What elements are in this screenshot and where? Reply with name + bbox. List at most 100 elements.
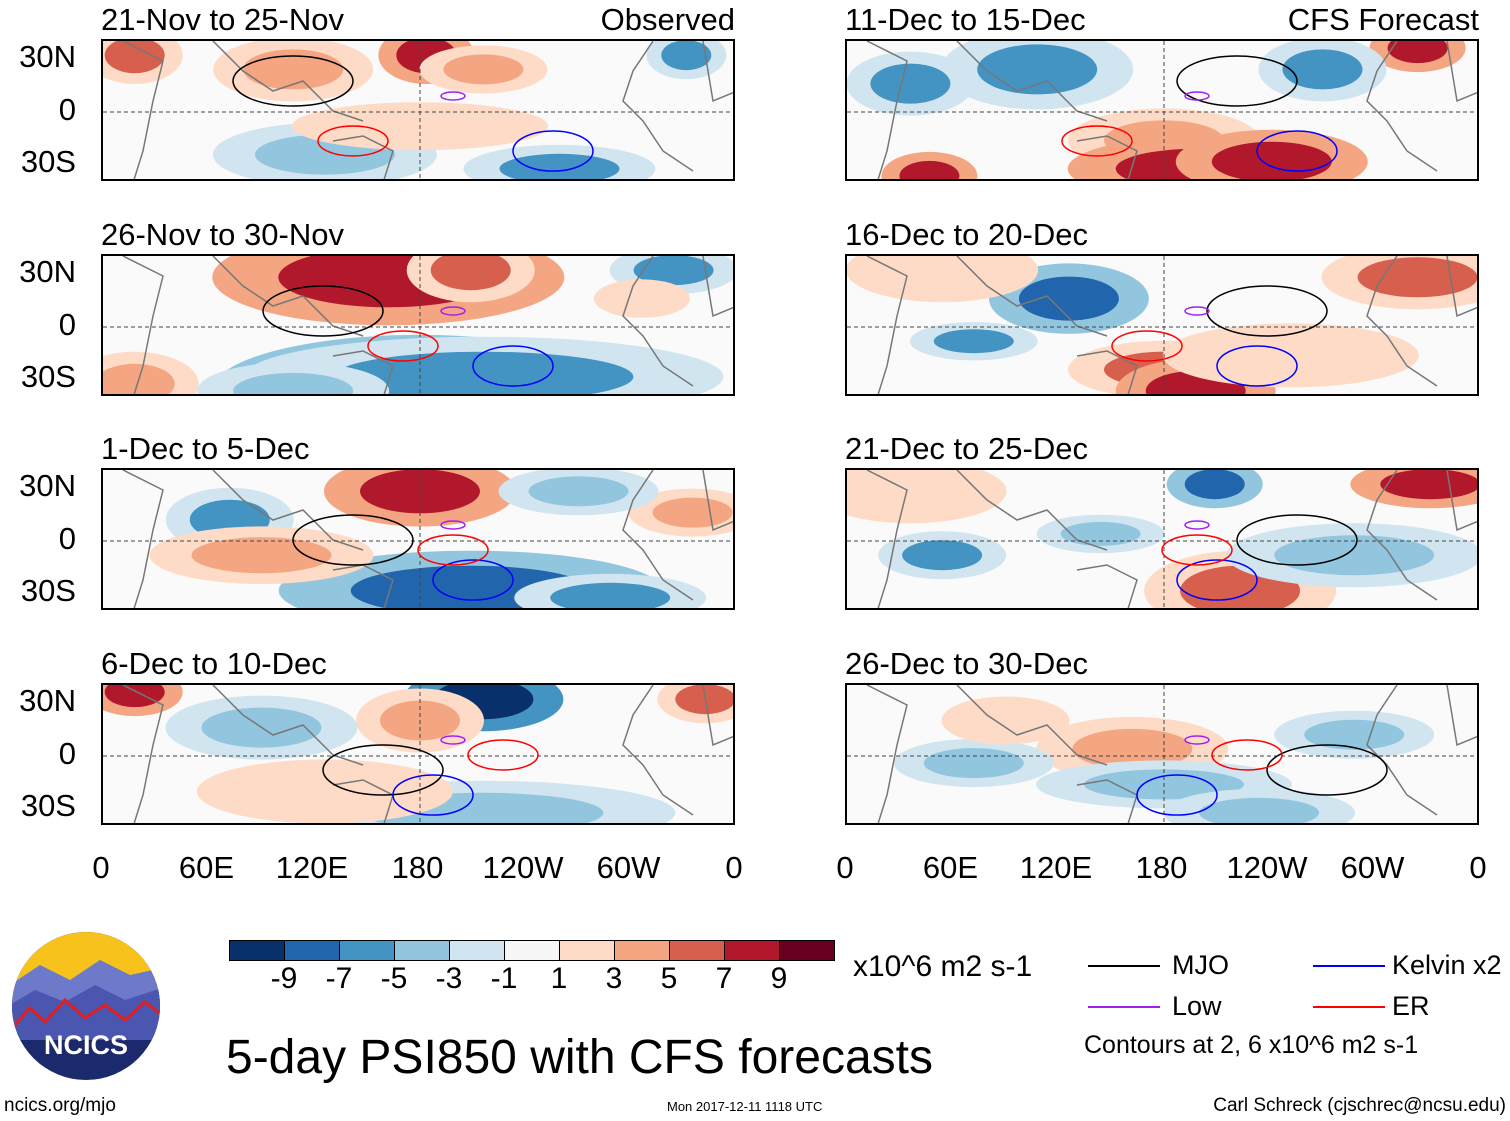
low-contour (1184, 735, 1210, 745)
colorbar-swatch (284, 940, 340, 961)
coastline (866, 470, 1477, 608)
map-canvas (103, 41, 733, 179)
coastline (866, 256, 1477, 394)
lon-label: 120W (1226, 850, 1308, 885)
kelvin-contour (512, 130, 594, 172)
kelvin-contour (392, 774, 474, 816)
lon-label: 120E (275, 850, 349, 885)
map-panel (101, 468, 735, 610)
legend-mjo-line (1088, 965, 1160, 967)
colorbar-label: -7 (325, 962, 353, 995)
anomaly-blob (923, 748, 1024, 779)
colorbar-swatch (504, 940, 560, 961)
lat-label: 30S (20, 359, 76, 394)
anomaly-blob (633, 256, 714, 286)
low-contour (440, 306, 466, 316)
anomaly-blob (882, 256, 1003, 291)
anomaly-blob (1380, 470, 1477, 500)
coastline (122, 41, 733, 179)
colorbar-swatch (339, 940, 395, 961)
anomaly-blob (652, 497, 733, 528)
map-panel (101, 683, 735, 825)
anomaly-blob (430, 256, 511, 291)
anomaly-blob (977, 44, 1098, 95)
svg-text:NCICS: NCICS (44, 1030, 128, 1060)
legend-er-line (1313, 1006, 1385, 1008)
coastline (122, 685, 733, 823)
colorbar-label: -1 (490, 962, 518, 995)
anomaly-blob (243, 49, 344, 90)
lat-label: 0 (58, 92, 76, 127)
panel-title: 21-Dec to 25-Dec (845, 431, 1088, 466)
legend-er-label: ER (1392, 991, 1430, 1021)
panel-tag: CFS Forecast (1287, 2, 1479, 37)
colorbar-swatch (229, 940, 285, 961)
legend-mjo-label: MJO (1172, 950, 1229, 980)
mjo-contour (1266, 744, 1388, 796)
er-contour (367, 330, 439, 362)
colorbar-swatch (724, 940, 780, 961)
lon-label: 120W (482, 850, 564, 885)
colorbar-label: 3 (605, 962, 623, 995)
anomaly-blob (1060, 521, 1141, 546)
site-link[interactable]: ncics.org/mjo (4, 1095, 116, 1116)
lon-label: 0 (1469, 850, 1487, 885)
map-panel (845, 683, 1479, 825)
lon-label: 0 (836, 850, 854, 885)
colorbar-swatch (449, 940, 505, 961)
colorbar-label: -9 (270, 962, 298, 995)
anomaly-blob (1282, 49, 1363, 90)
map-canvas (847, 470, 1477, 608)
map-canvas (103, 470, 733, 608)
contour-note: Contours at 2, 6 x10^6 m2 s-1 (1084, 1031, 1419, 1059)
er-contour (1111, 330, 1183, 362)
anomaly-blob (233, 372, 354, 394)
lat-label: 0 (58, 521, 76, 556)
mjo-contour (1206, 285, 1328, 337)
panel-title: 26-Dec to 30-Dec (845, 646, 1088, 681)
lat-label: 30N (19, 683, 76, 718)
low-contour (440, 735, 466, 745)
map-panel (101, 254, 735, 396)
anomaly-blob (1274, 535, 1435, 576)
colorbar-swatch (559, 940, 615, 961)
panel-tag: Observed (600, 2, 735, 37)
colorbar-swatch (394, 940, 450, 961)
er-contour (467, 739, 539, 771)
anomaly-blob (1018, 276, 1119, 321)
colorbar-label: -3 (435, 962, 463, 995)
colorbar-label: -5 (380, 962, 408, 995)
mjo-contour (292, 514, 414, 566)
low-contour (1184, 520, 1210, 530)
map-canvas (103, 685, 733, 823)
anomaly-blob (1357, 257, 1477, 298)
er-contour (1061, 125, 1133, 157)
kelvin-contour (1256, 130, 1338, 172)
panel-title: 26-Nov to 30-Nov (101, 217, 344, 252)
lon-label: 60W (1340, 850, 1405, 885)
lat-label: 30S (20, 788, 76, 823)
colorbar-label: 1 (550, 962, 568, 995)
mjo-contour (262, 285, 384, 337)
kelvin-contour (1136, 774, 1218, 816)
ncics-logo: NCICS (12, 932, 160, 1080)
map-canvas (847, 41, 1477, 179)
mjo-contour (1236, 514, 1358, 566)
anomaly-blob (191, 537, 332, 574)
credit: Carl Schreck (cjschrec@ncsu.edu) (1213, 1095, 1506, 1116)
anomaly-blob (1387, 41, 1448, 64)
anomaly-blob (902, 540, 983, 571)
anomaly-blob (1184, 470, 1245, 500)
anomaly-blob (104, 41, 165, 74)
main-title: 5-day PSI850 with CFS forecasts (226, 1031, 933, 1084)
anomaly-blob (1211, 141, 1332, 179)
anomaly-blob (661, 41, 712, 71)
colorbar-swatch (669, 940, 725, 961)
mjo-contour (1176, 55, 1298, 107)
low-contour (440, 91, 466, 101)
colorbar-label: 5 (660, 962, 678, 995)
anomaly-blob (870, 63, 951, 104)
kelvin-contour (1216, 345, 1298, 387)
kelvin-contour (1176, 559, 1258, 601)
